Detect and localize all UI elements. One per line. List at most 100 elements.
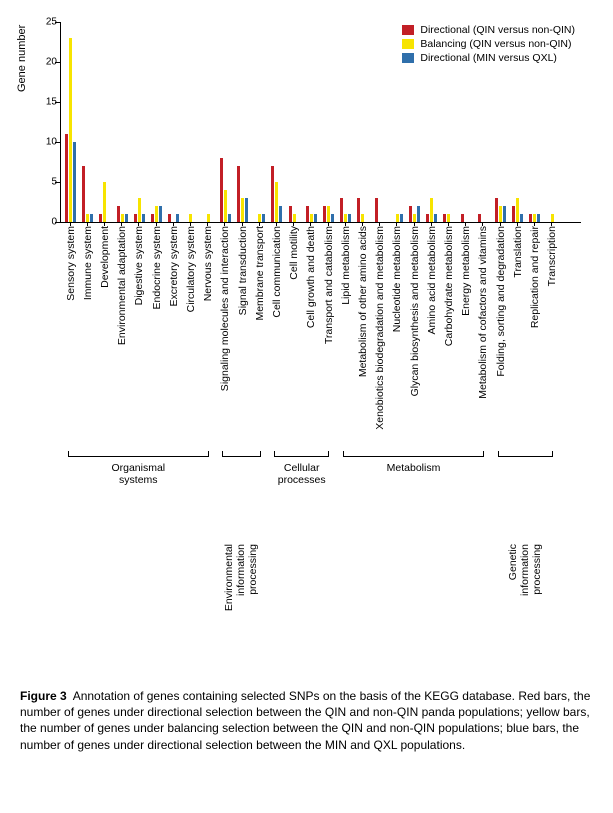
bar (237, 166, 240, 222)
bar (331, 214, 334, 222)
bar (314, 214, 317, 222)
bar (533, 214, 536, 222)
caption-body: Annotation of genes containing selected … (20, 689, 590, 752)
bar-group (220, 22, 232, 222)
bar (289, 206, 292, 222)
x-axis-label: Membrane transport (254, 226, 266, 321)
bar-group (237, 22, 249, 222)
bar (125, 214, 128, 222)
x-axis-label: Cell motility (288, 226, 300, 280)
y-tick-label: 25 (35, 17, 57, 28)
bar (551, 214, 554, 222)
x-axis-label: Digestive system (133, 226, 145, 305)
bar (409, 206, 412, 222)
x-axis-label: Metabolism of other amino acids (357, 226, 369, 377)
bar-group (203, 22, 215, 222)
y-tick-label: 5 (35, 177, 57, 188)
bar-group (306, 22, 318, 222)
bar (275, 182, 278, 222)
legend-swatch (402, 53, 414, 63)
group-label: Organismalsystems (68, 462, 210, 486)
bar-group (340, 22, 352, 222)
bar (430, 198, 433, 222)
bar (516, 198, 519, 222)
bar (426, 214, 429, 222)
bar (293, 214, 296, 222)
bar (142, 214, 145, 222)
bar (65, 134, 68, 222)
bar (417, 206, 420, 222)
group-bracket: Cellularprocesses (274, 456, 330, 464)
y-tick-label: 15 (35, 97, 57, 108)
bar-group (254, 22, 266, 222)
bar (447, 214, 450, 222)
legend-swatch (402, 25, 414, 35)
bar (306, 206, 309, 222)
bar (344, 214, 347, 222)
legend-item: Directional (QIN versus non-QIN) (402, 24, 575, 36)
x-axis-label: Xenobiotics biodegradation and metabolis… (374, 226, 386, 430)
bar-group (375, 22, 387, 222)
bar-group (134, 22, 146, 222)
x-axis-label: Amino acid metabolism (426, 226, 438, 335)
x-axis-label: Immune system (82, 226, 94, 300)
bar (512, 206, 515, 222)
x-axis-label: Replication and repair (529, 226, 541, 328)
bar-group (82, 22, 94, 222)
y-tick-label: 10 (35, 137, 57, 148)
x-axis-label: Energy metabolism (460, 226, 472, 316)
x-axis-label: Lipid metabolism (340, 226, 352, 305)
caption-title: Figure 3 (20, 689, 67, 703)
bar (134, 214, 137, 222)
x-axis-label: Signaling molecules and interaction (219, 226, 231, 391)
bar-group (357, 22, 369, 222)
bar (357, 198, 360, 222)
bar (499, 206, 502, 222)
bar (241, 198, 244, 222)
bar (117, 206, 120, 222)
bar-group (271, 22, 283, 222)
bar (138, 198, 141, 222)
bar (327, 206, 330, 222)
x-axis-label: Glycan biosynthesis and metabolism (409, 226, 421, 396)
x-axis-label: Development (99, 226, 111, 288)
bar (375, 198, 378, 222)
bar (529, 214, 532, 222)
x-axis-label: Sensory system (65, 226, 77, 301)
group-bracket: Geneticinformationprocessing (498, 456, 554, 464)
bar (86, 214, 89, 222)
bar (69, 38, 72, 222)
group-label: Cellularprocesses (274, 462, 330, 486)
x-axis-label: Folding, sorting and degradation (495, 226, 507, 377)
bar-group (99, 22, 111, 222)
chart: Gene number 0510152025 Sensory systemImm… (20, 12, 593, 552)
bar (361, 214, 364, 222)
bar (537, 214, 540, 222)
bar (228, 214, 231, 222)
group-bracket: Metabolism (343, 456, 485, 464)
bar-group (151, 22, 163, 222)
bar (323, 206, 326, 222)
legend-item: Balancing (QIN versus non-QIN) (402, 38, 575, 50)
bar (90, 214, 93, 222)
bar (207, 214, 210, 222)
bar (82, 166, 85, 222)
bar (73, 142, 76, 222)
group-bracket: Environmentalinformationprocessing (222, 456, 260, 464)
group-label: Metabolism (343, 462, 485, 474)
bar (348, 214, 351, 222)
bar (279, 206, 282, 222)
legend-label: Balancing (QIN versus non-QIN) (420, 38, 571, 50)
bar (103, 182, 106, 222)
legend-swatch (402, 39, 414, 49)
bar (478, 214, 481, 222)
bar (443, 214, 446, 222)
bar (495, 198, 498, 222)
bar (520, 214, 523, 222)
figure-caption: Figure 3 Annotation of genes containing … (20, 688, 593, 753)
x-axis-label: Translation (512, 226, 524, 278)
group-label: Genetic (507, 544, 519, 580)
bar (461, 214, 464, 222)
x-axis-label: Cell communication (271, 226, 283, 318)
bar-group (65, 22, 77, 222)
